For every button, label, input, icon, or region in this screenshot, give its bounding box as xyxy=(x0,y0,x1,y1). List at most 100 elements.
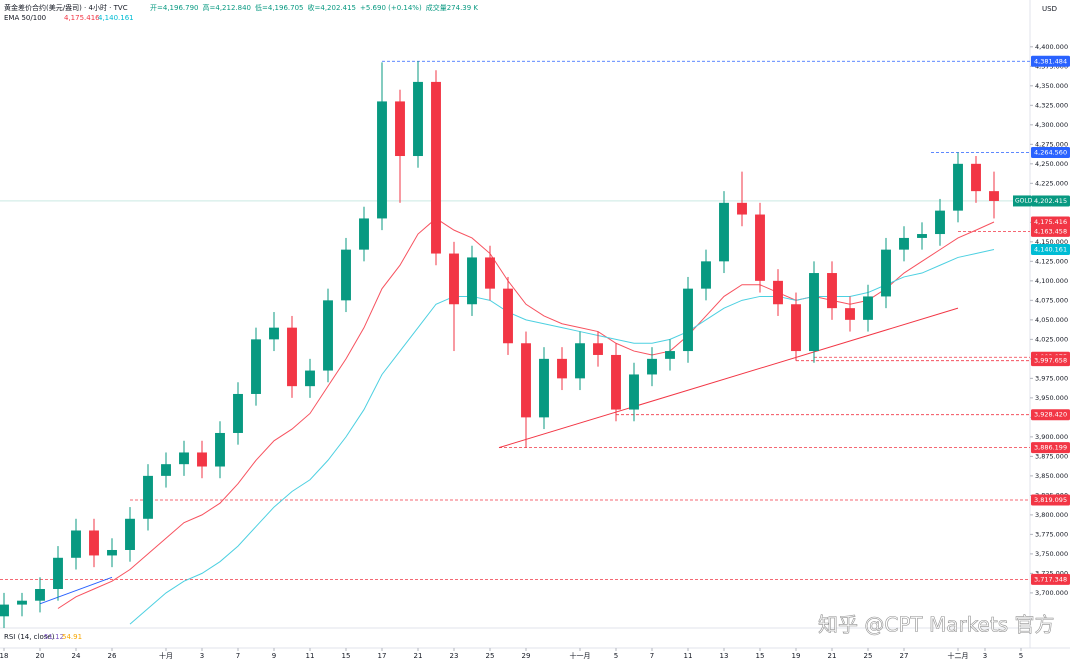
y-tick-label: 4,400.000 xyxy=(1035,43,1068,51)
candle-body xyxy=(233,393,243,433)
candle-body xyxy=(719,202,729,262)
candle-body xyxy=(125,518,135,550)
x-tick-label: 13 xyxy=(720,652,729,660)
x-tick-label: 3 xyxy=(983,652,987,660)
x-tick-label: 20 xyxy=(36,652,45,660)
x-tick-label: 27 xyxy=(900,652,909,660)
price-tag-label: 4,202.415 xyxy=(1034,197,1067,205)
y-tick-label: 4,275.000 xyxy=(1035,140,1068,148)
candle-body xyxy=(683,288,693,352)
price-tag xyxy=(1031,195,1070,207)
candle-body xyxy=(341,249,351,301)
x-tick-label: 11 xyxy=(684,652,693,660)
candle-body xyxy=(305,370,315,387)
ohlc-value: 高=4,212.840 xyxy=(203,3,252,12)
x-tick-label: 7 xyxy=(650,652,654,660)
y-tick-label: 3,950.000 xyxy=(1035,394,1068,402)
y-tick-label: 3,975.000 xyxy=(1035,374,1068,382)
candle-body xyxy=(413,81,423,157)
price-tag-label: 4,163.458 xyxy=(1034,227,1067,235)
x-tick-label: 19 xyxy=(792,652,801,660)
x-tick-label: 15 xyxy=(342,652,351,660)
x-tick-label: 17 xyxy=(378,652,387,660)
candle-body xyxy=(395,101,405,157)
symbol-tag xyxy=(1013,195,1031,207)
y-tick-label: 3,900.000 xyxy=(1035,433,1068,441)
candle-body xyxy=(845,308,855,320)
symbol-tag-label: GOLD xyxy=(1015,197,1033,204)
y-tick-label: 4,300.000 xyxy=(1035,121,1068,129)
y-tick-label: 4,150.000 xyxy=(1035,238,1068,246)
candle-body xyxy=(161,464,171,476)
x-tick-label: 十一月 xyxy=(569,651,590,660)
price-tag-label: 4,140.161 xyxy=(1034,246,1067,254)
candle-body xyxy=(449,253,459,305)
y-tick-label: 3,850.000 xyxy=(1035,472,1068,480)
candle-body xyxy=(359,218,369,250)
trendline xyxy=(39,576,113,605)
candle-body xyxy=(629,374,639,410)
y-tick-label: 4,350.000 xyxy=(1035,82,1068,90)
candle-body xyxy=(665,351,675,359)
price-tag-label: 4,264.560 xyxy=(1034,148,1067,156)
x-tick-label: 5 xyxy=(1019,652,1023,660)
y-tick-label: 4,025.000 xyxy=(1035,335,1068,343)
ohlc-value: 收=4,202.415 xyxy=(308,3,357,12)
price-tag xyxy=(1031,55,1070,67)
x-tick-label: 3 xyxy=(200,652,204,660)
price-tag xyxy=(1031,225,1070,237)
x-tick-label: 15 xyxy=(756,652,765,660)
watermark: 知乎 @CPT Markets 官方 xyxy=(818,613,1054,637)
x-tick-label: 5 xyxy=(614,652,618,660)
x-tick-label: 25 xyxy=(864,652,873,660)
candle-body xyxy=(431,81,441,254)
candle-body xyxy=(197,452,207,467)
price-tag-label: 3,928.420 xyxy=(1034,411,1067,419)
x-tick-label: 21 xyxy=(414,652,423,660)
candle-body xyxy=(485,257,495,289)
y-tick-label: 4,250.000 xyxy=(1035,160,1068,168)
x-tick-label: 18 xyxy=(0,652,8,660)
ema-line xyxy=(129,249,995,625)
ohlc-value: 开=4,196.790 xyxy=(150,4,199,12)
chart-title: 黄金差价合约(美元/盎司) · 4小时 · TVC xyxy=(4,3,128,12)
price-tag xyxy=(1031,244,1070,256)
x-tick-label: 29 xyxy=(522,652,531,660)
price-tag xyxy=(1031,146,1070,158)
candle-body xyxy=(17,600,27,605)
candle-body xyxy=(809,273,819,352)
y-tick-label: 4,125.000 xyxy=(1035,257,1068,265)
x-tick-label: 25 xyxy=(486,652,495,660)
rsi-label: RSI (14, close) xyxy=(4,633,55,641)
price-tag-label: 3,717.348 xyxy=(1034,575,1067,583)
ohlc-value: 低=4,196.705 xyxy=(255,3,304,12)
rsi-value: 51.12 xyxy=(44,633,64,641)
candle-body xyxy=(917,234,927,238)
candle-body xyxy=(71,530,81,558)
ema-value: 4,175.416 xyxy=(64,14,100,22)
y-tick-label: 4,325.000 xyxy=(1035,101,1068,109)
rsi-value: 54.91 xyxy=(62,633,82,641)
ema-label: EMA 50/100 xyxy=(4,14,46,22)
x-tick-label: 21 xyxy=(828,652,837,660)
y-tick-label: 3,775.000 xyxy=(1035,530,1068,538)
y-tick-label: 4,225.000 xyxy=(1035,179,1068,187)
candle-body xyxy=(611,354,621,410)
candle-body xyxy=(971,163,981,192)
ohlc-value: +5.690 (+0.14%) xyxy=(360,4,422,12)
y-tick-label: 3,875.000 xyxy=(1035,452,1068,460)
price-tag xyxy=(1031,494,1070,506)
candle-body xyxy=(107,549,117,556)
y-tick-label: 3,800.000 xyxy=(1035,511,1068,519)
candle-body xyxy=(467,257,477,305)
price-tag xyxy=(1031,442,1070,454)
candle-body xyxy=(755,214,765,281)
candle-body xyxy=(935,210,945,235)
candle-body xyxy=(89,530,99,556)
price-tag xyxy=(1031,573,1070,585)
price-tag-label: 3,886.199 xyxy=(1034,444,1067,452)
trendline xyxy=(498,307,959,449)
price-tag xyxy=(1031,355,1070,367)
price-tag-label: 3,819.095 xyxy=(1034,496,1067,504)
